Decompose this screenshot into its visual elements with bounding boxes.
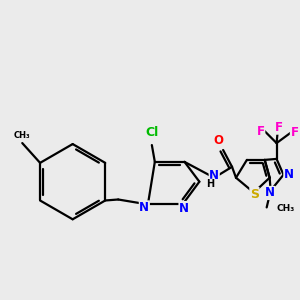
Text: S: S — [250, 188, 259, 201]
Text: F: F — [290, 126, 298, 139]
Text: O: O — [213, 134, 223, 147]
Text: N: N — [209, 169, 219, 182]
Text: N: N — [265, 187, 275, 200]
Text: Cl: Cl — [145, 126, 158, 139]
Text: N: N — [139, 201, 149, 214]
Text: H: H — [206, 179, 214, 189]
Text: F: F — [274, 121, 283, 134]
Text: N: N — [179, 202, 189, 214]
Text: F: F — [257, 125, 265, 138]
Text: CH₃: CH₃ — [276, 204, 294, 213]
Text: N: N — [284, 168, 294, 181]
Text: CH₃: CH₃ — [14, 131, 31, 140]
